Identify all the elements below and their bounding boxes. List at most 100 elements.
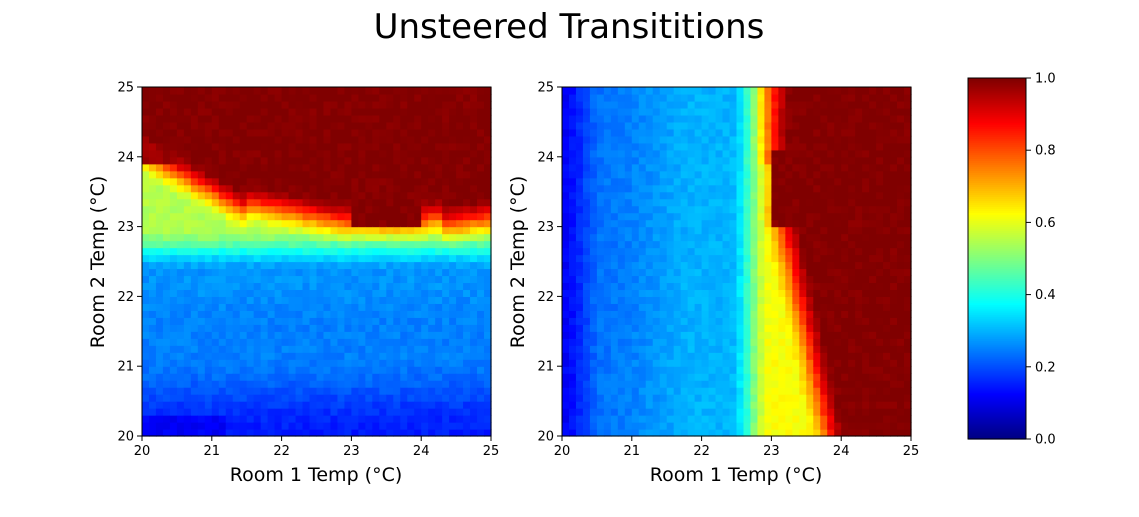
heatmap-cell bbox=[274, 219, 283, 228]
heatmap-cell bbox=[274, 282, 283, 291]
heatmap-cell bbox=[897, 331, 905, 339]
heatmap-cell bbox=[414, 114, 422, 123]
heatmap-cell bbox=[715, 429, 724, 437]
heatmap-cell bbox=[204, 149, 213, 158]
heatmap-cell bbox=[582, 387, 591, 395]
heatmap-cell bbox=[211, 296, 220, 304]
heatmap-cell bbox=[477, 107, 485, 116]
heatmap-cell bbox=[190, 100, 199, 109]
heatmap-cell bbox=[897, 107, 905, 116]
heatmap-cell bbox=[218, 198, 227, 207]
heatmap-cell bbox=[666, 338, 675, 346]
heatmap-cell bbox=[687, 268, 696, 277]
heatmap-cell bbox=[477, 212, 485, 221]
heatmap-cell bbox=[323, 177, 332, 186]
heatmap-cell bbox=[190, 268, 199, 277]
heatmap-cell bbox=[148, 219, 157, 228]
heatmap-cell bbox=[142, 240, 150, 249]
heatmap-cell bbox=[365, 170, 373, 179]
heatmap-cell bbox=[400, 429, 408, 437]
heatmap-cell bbox=[799, 324, 807, 332]
heatmap-cell bbox=[771, 219, 779, 228]
heatmap-cell bbox=[470, 135, 478, 144]
heatmap-cell bbox=[372, 156, 380, 165]
heatmap-cell bbox=[162, 233, 171, 242]
heatmap-cell bbox=[715, 156, 724, 165]
heatmap-cell bbox=[715, 198, 724, 207]
heatmap-cell bbox=[848, 310, 856, 318]
heatmap-cell bbox=[652, 331, 661, 339]
heatmap-cell bbox=[645, 177, 654, 186]
heatmap-cell bbox=[855, 331, 863, 339]
heatmap-cell bbox=[848, 233, 856, 242]
heatmap-cell bbox=[372, 373, 380, 381]
heatmap-cell bbox=[351, 338, 359, 346]
heatmap-cell bbox=[562, 282, 570, 291]
heatmap-cell bbox=[694, 380, 703, 388]
heatmap-cell bbox=[596, 415, 605, 423]
heatmap-cell bbox=[715, 415, 724, 423]
heatmap-cell bbox=[470, 254, 478, 263]
heatmap-cell bbox=[631, 100, 640, 109]
heatmap-cell bbox=[883, 422, 891, 430]
heatmap-cell bbox=[281, 247, 290, 256]
heatmap-cell bbox=[841, 156, 849, 165]
heatmap-cell bbox=[715, 240, 724, 249]
heatmap-cell bbox=[337, 324, 346, 332]
heatmap-cell bbox=[792, 212, 800, 221]
heatmap-cell bbox=[582, 401, 591, 409]
heatmap-cell bbox=[680, 114, 689, 123]
heatmap-cell bbox=[589, 177, 598, 186]
heatmap-cell bbox=[652, 205, 661, 214]
heatmap-cell bbox=[232, 387, 241, 395]
heatmap-cell bbox=[435, 247, 443, 256]
heatmap-cell bbox=[421, 93, 429, 102]
heatmap-cell bbox=[806, 247, 814, 256]
heatmap-cell bbox=[190, 163, 199, 172]
heatmap-cell bbox=[449, 240, 457, 249]
heatmap-cell bbox=[743, 338, 752, 346]
heatmap-cell bbox=[792, 296, 800, 304]
heatmap-cell bbox=[204, 247, 213, 256]
heatmap-cell bbox=[148, 226, 157, 235]
heatmap-cell bbox=[694, 394, 703, 402]
heatmap-cell bbox=[562, 373, 570, 381]
heatmap-cell bbox=[813, 345, 821, 353]
heatmap-cell bbox=[386, 275, 394, 284]
heatmap-cell bbox=[176, 317, 185, 325]
heatmap-cell bbox=[393, 422, 401, 430]
heatmap-cell bbox=[610, 100, 619, 109]
heatmap-cell bbox=[225, 177, 234, 186]
heatmap-cell bbox=[344, 87, 352, 95]
heatmap-cell bbox=[589, 240, 598, 249]
heatmap-cell bbox=[169, 226, 178, 235]
heatmap-cell bbox=[715, 394, 724, 402]
heatmap-cell bbox=[562, 142, 570, 151]
heatmap-cell bbox=[841, 107, 849, 116]
heatmap-cell bbox=[155, 128, 164, 137]
heatmap-cell bbox=[281, 100, 290, 109]
heatmap-cell bbox=[869, 198, 877, 207]
heatmap-cell bbox=[743, 359, 752, 367]
heatmap-cell bbox=[470, 422, 478, 430]
heatmap-cell bbox=[288, 338, 297, 346]
heatmap-cell bbox=[253, 352, 262, 360]
heatmap-cell bbox=[694, 289, 703, 297]
heatmap-cell bbox=[848, 387, 856, 395]
heatmap-cell bbox=[197, 149, 206, 158]
heatmap-cell bbox=[400, 156, 408, 165]
heatmap-cell bbox=[421, 373, 429, 381]
heatmap-cell bbox=[645, 373, 654, 381]
heatmap-cell bbox=[806, 261, 814, 270]
heatmap-cell bbox=[757, 324, 766, 332]
heatmap-cell bbox=[827, 401, 835, 409]
heatmap-cell bbox=[750, 135, 759, 144]
heatmap-cell bbox=[162, 156, 171, 165]
heatmap-cell bbox=[400, 366, 408, 374]
heatmap-cell bbox=[232, 163, 241, 172]
heatmap-cell bbox=[435, 261, 443, 270]
heatmap-cell bbox=[386, 121, 394, 130]
heatmap-cell bbox=[624, 93, 633, 102]
heatmap-cell bbox=[806, 226, 814, 235]
heatmap-cell bbox=[722, 387, 731, 395]
